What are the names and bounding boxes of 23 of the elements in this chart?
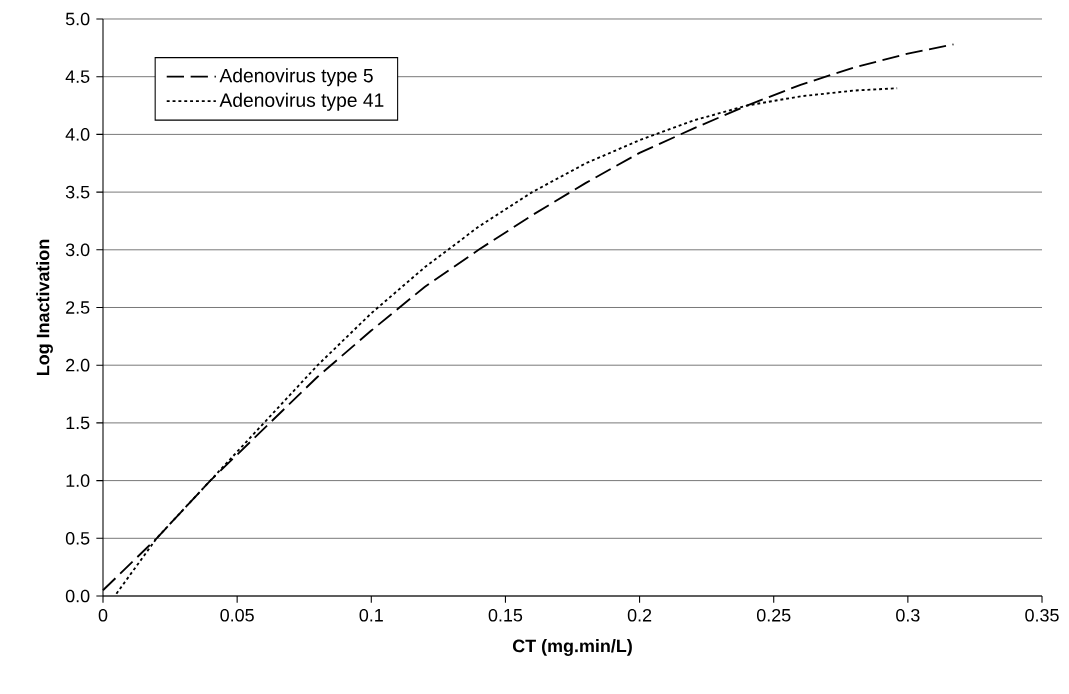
x-tick-label: 0.3 bbox=[896, 608, 920, 622]
x-tick-label: 0.05 bbox=[220, 608, 254, 622]
x-tick-label: 0.2 bbox=[627, 608, 652, 622]
y-tick-label: 1.5 bbox=[66, 416, 90, 430]
y-tick-label: 2.0 bbox=[66, 358, 90, 372]
legend-label: Adenovirus type 5 bbox=[219, 68, 373, 87]
y-tick-label: 4.5 bbox=[65, 70, 90, 83]
y-tick-label: 2.5 bbox=[66, 301, 90, 314]
x-tick-label: 0 bbox=[98, 608, 108, 622]
x-tick-label: 0.15 bbox=[488, 608, 523, 622]
y-tick-label: 4.0 bbox=[65, 128, 90, 141]
y-tick-label: 5.0 bbox=[65, 12, 90, 26]
y-tick-label: 3.0 bbox=[65, 243, 90, 257]
y-tick-label: 3.5 bbox=[65, 185, 90, 199]
legend-label: Adenovirus type 41 bbox=[219, 92, 384, 111]
x-tick-label: 0.35 bbox=[1025, 608, 1059, 622]
y-tick-label: 0.5 bbox=[65, 531, 90, 545]
x-axis-title: CT (mg.min/L) bbox=[512, 639, 632, 656]
y-tick-label: 0.0 bbox=[65, 589, 90, 603]
y-axis-title: Log Inactivation bbox=[36, 239, 53, 376]
x-tick-label: 0.25 bbox=[756, 608, 791, 622]
x-tick-label: 0.1 bbox=[359, 608, 383, 622]
y-tick-label: 1.0 bbox=[66, 474, 90, 487]
